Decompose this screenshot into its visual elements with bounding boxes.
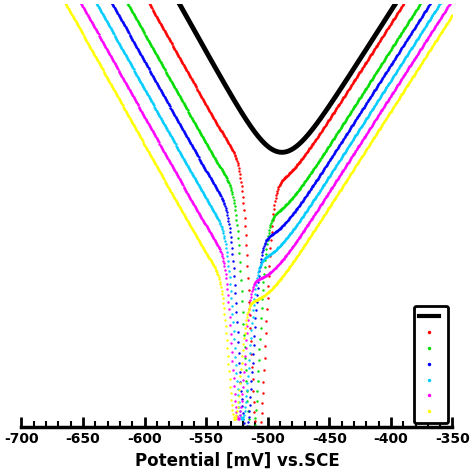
Legend: , , , , , , : , , , , , , [414, 306, 447, 422]
X-axis label: Potential [mV] vs.SCE: Potential [mV] vs.SCE [135, 452, 339, 470]
